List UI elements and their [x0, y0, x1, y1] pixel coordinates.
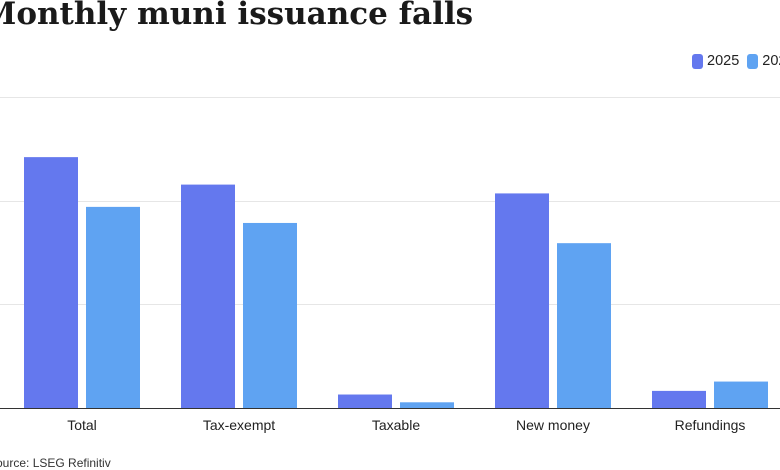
legend-swatch [747, 53, 759, 69]
legend-item: 2024 [747, 53, 780, 69]
bar-2024-new-money [557, 243, 611, 408]
bar-2024-tax-exempt [243, 222, 297, 408]
chart-title: Monthly muni issuance falls [0, 0, 474, 32]
x-tick-label: Taxable [372, 417, 420, 433]
chart-legend: 2025 2024 [692, 53, 780, 69]
bar-2025-refundings [652, 390, 706, 408]
x-tick-label: Refundings [675, 417, 746, 433]
bar-2024-total [86, 206, 140, 408]
x-tick-label: Total [67, 417, 97, 433]
bar-2024-refundings [714, 381, 768, 408]
legend-label: 2024 [762, 53, 780, 69]
bar-2025-total [24, 157, 78, 408]
bar-2024-taxable [400, 402, 454, 408]
bar-2025-taxable [338, 394, 392, 408]
x-tick-label: Tax-exempt [203, 417, 275, 433]
x-tick-label: New money [516, 417, 590, 433]
bar-2025-tax-exempt [181, 184, 235, 408]
legend-swatch [692, 53, 703, 69]
bar-2025-new-money [495, 193, 549, 408]
legend-item: 2025 [692, 53, 739, 69]
source-note: Source: LSEG Refinitiv [0, 456, 111, 470]
legend-label: 2025 [707, 53, 740, 69]
